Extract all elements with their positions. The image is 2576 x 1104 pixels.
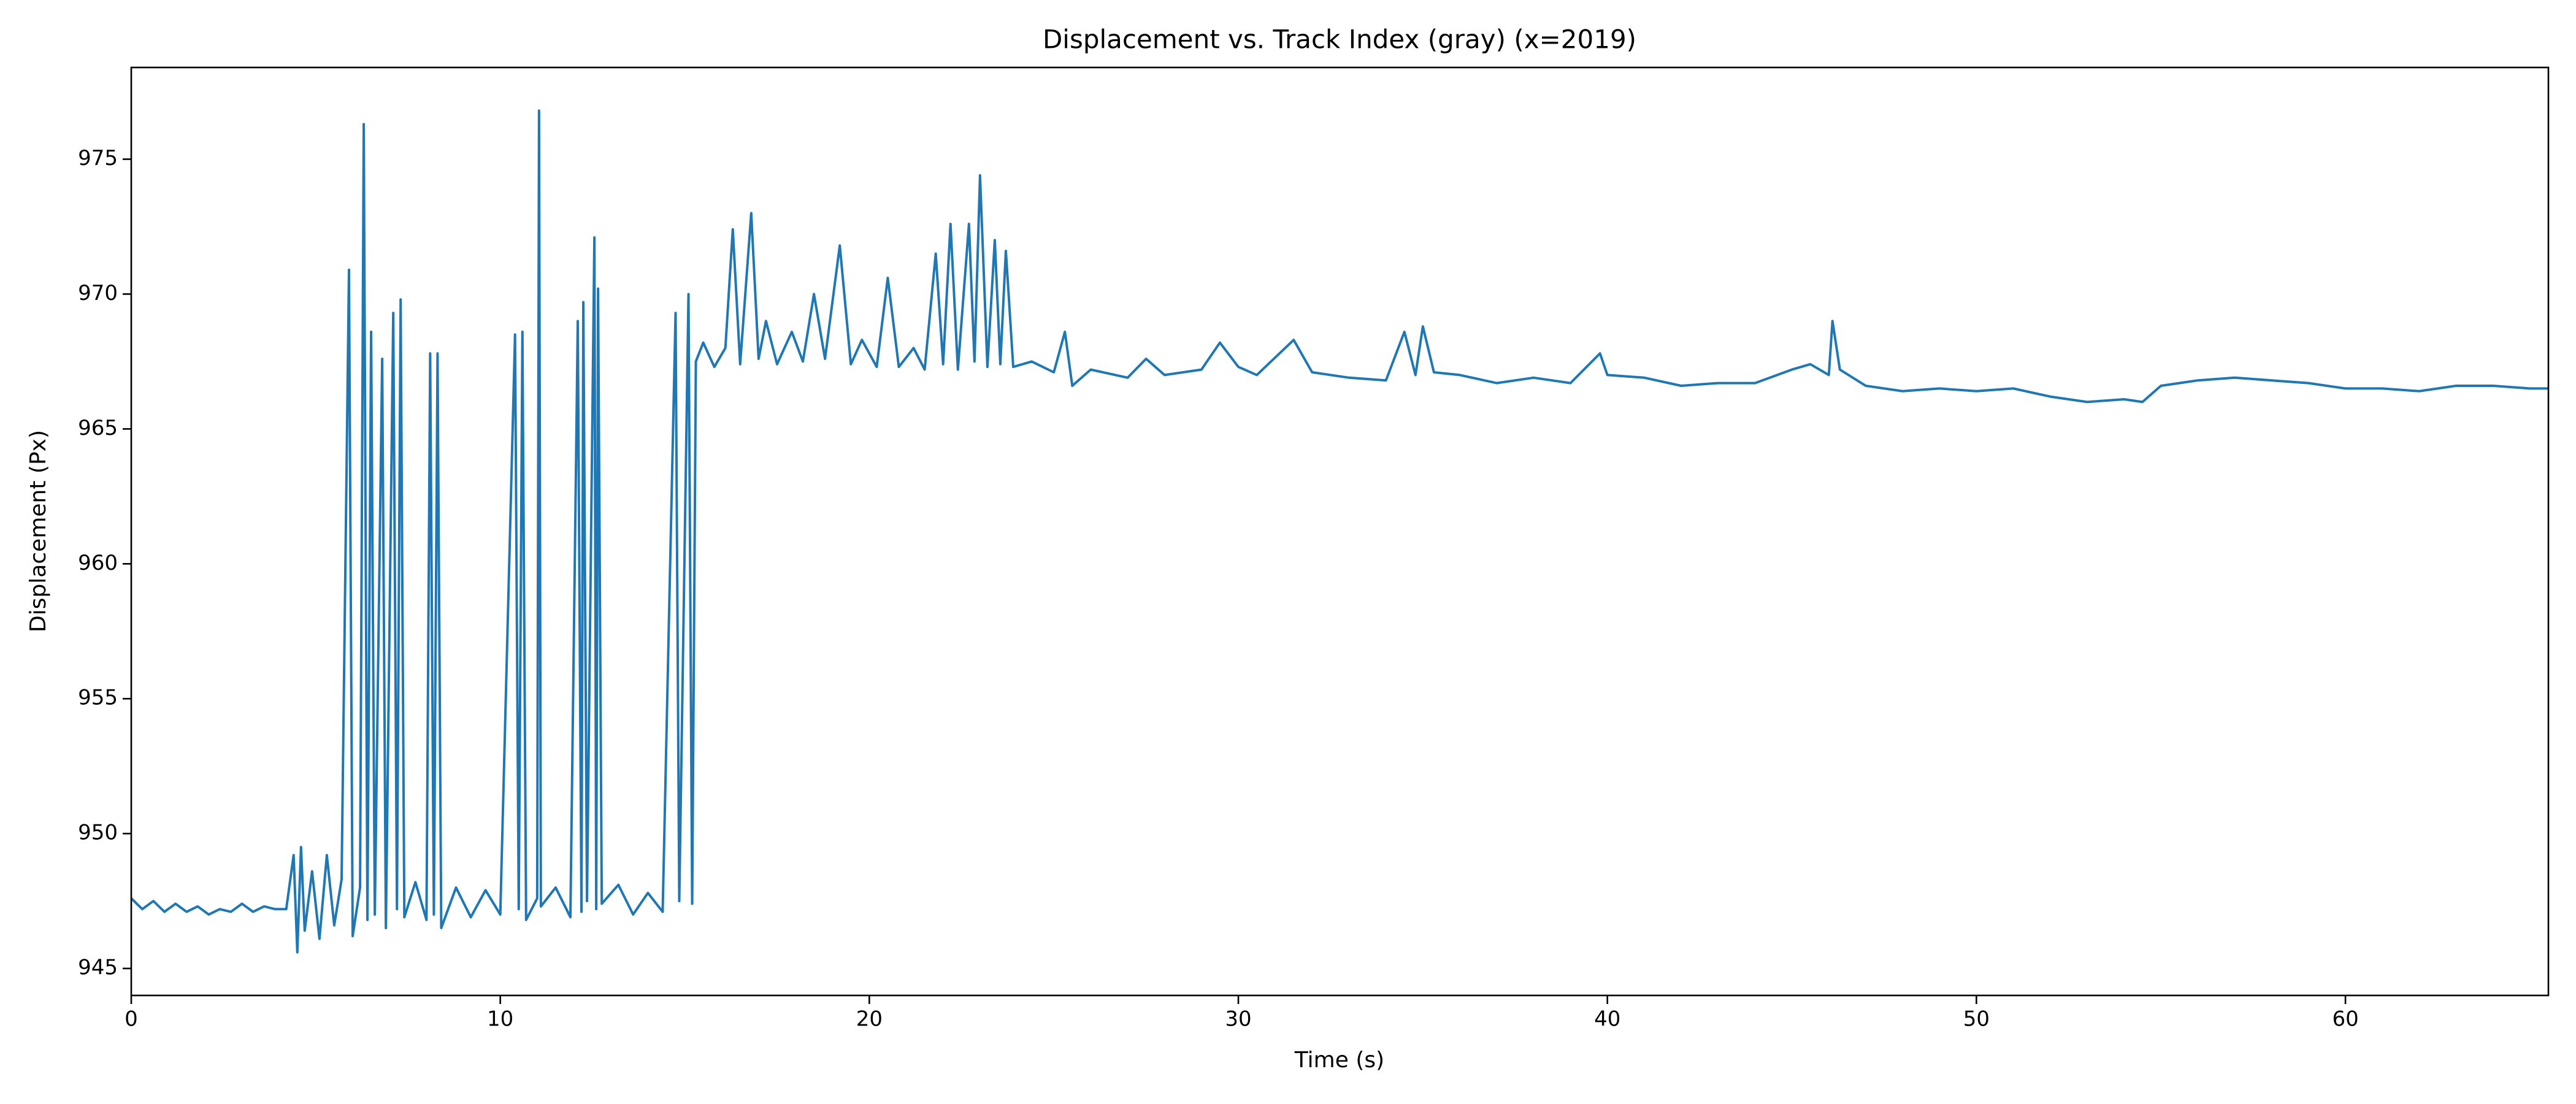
y-tick-label: 975 <box>78 146 118 171</box>
x-tick-label: 30 <box>1225 1007 1251 1032</box>
x-tick-label: 20 <box>856 1007 883 1032</box>
x-tick-label: 60 <box>2332 1007 2358 1032</box>
y-tick-label: 970 <box>78 281 118 305</box>
y-tick-label: 960 <box>78 551 118 575</box>
x-tick-label: 0 <box>125 1007 138 1032</box>
y-tick-label: 965 <box>78 416 118 440</box>
x-tick-label: 40 <box>1594 1007 1620 1032</box>
y-tick-label: 950 <box>78 821 118 845</box>
chart-title: Displacement vs. Track Index (gray) (x=2… <box>1043 25 1636 55</box>
y-tick-label: 955 <box>78 686 118 710</box>
x-axis-label: Time (s) <box>1294 1048 1384 1073</box>
x-tick-label: 10 <box>487 1007 513 1032</box>
y-tick-label: 945 <box>78 956 118 980</box>
data-line <box>131 109 2548 954</box>
x-tick-label: 50 <box>1963 1007 1990 1032</box>
y-axis-label: Displacement (Px) <box>26 430 51 632</box>
plot-frame <box>130 66 2550 997</box>
